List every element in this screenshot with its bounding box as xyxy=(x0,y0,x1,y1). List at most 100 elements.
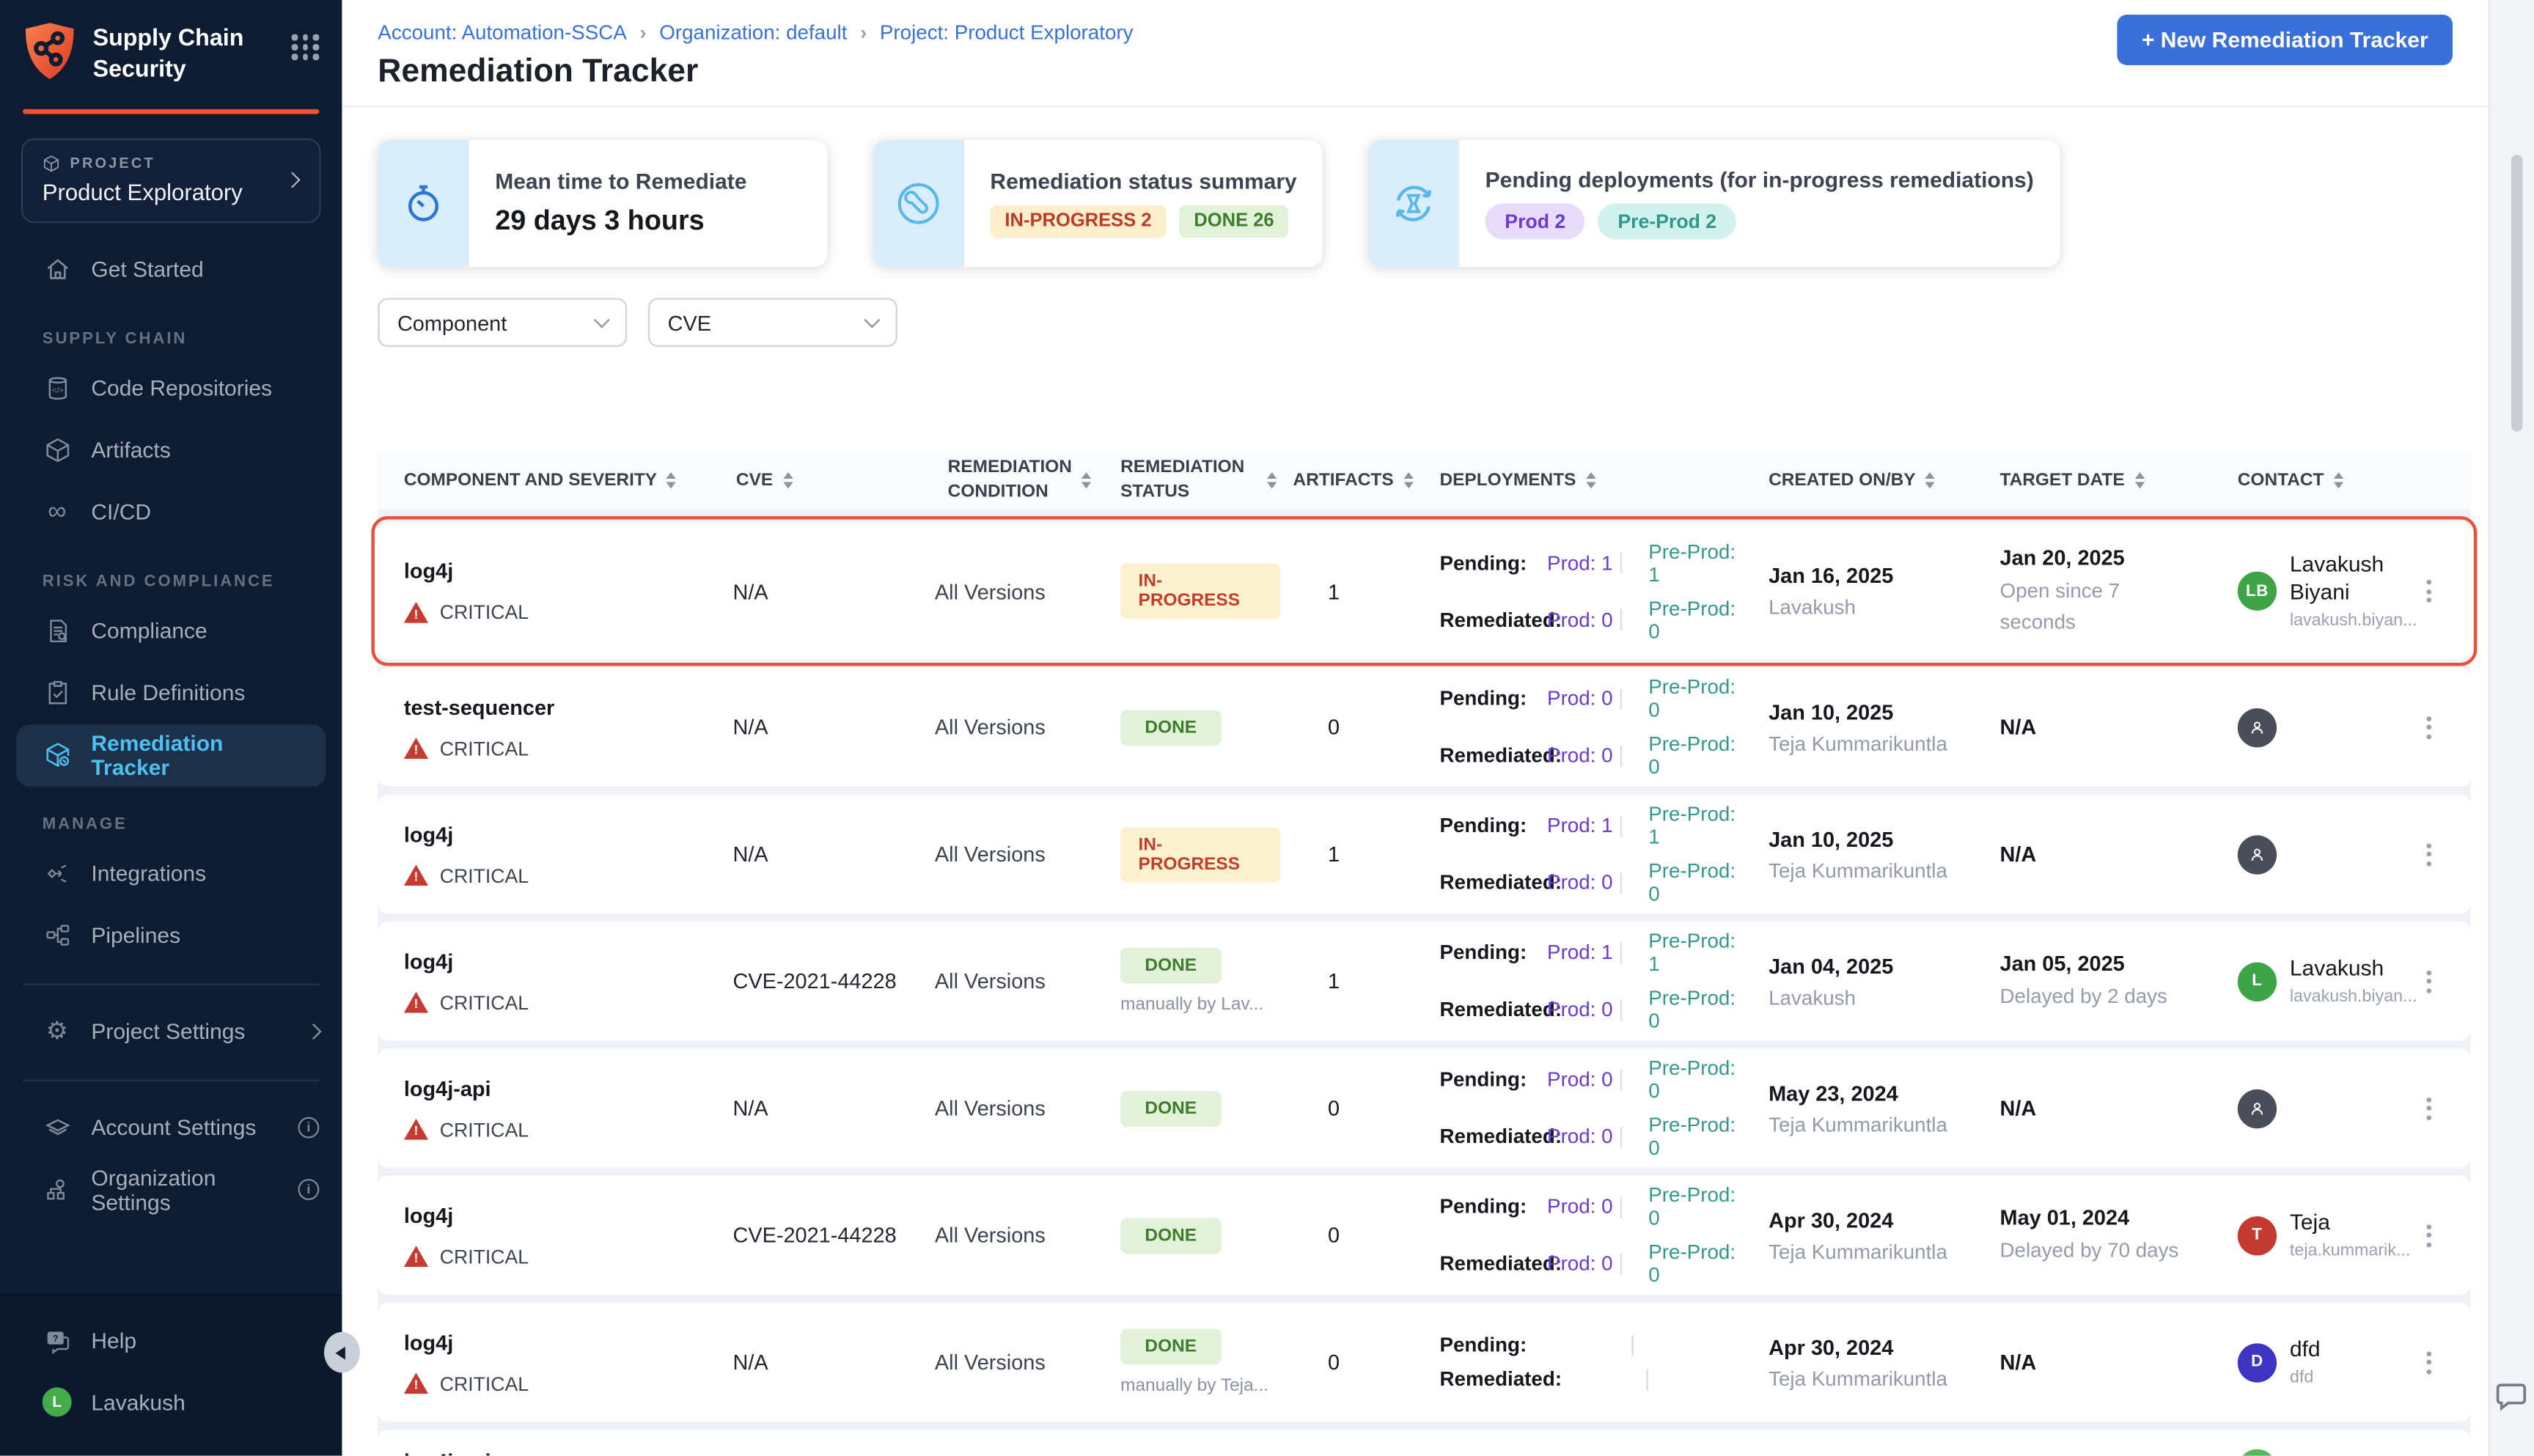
target-date: May 01, 2024 xyxy=(1999,1205,2130,1229)
column-header-target-date[interactable]: TARGET DATE xyxy=(1980,468,2211,493)
sort-icon[interactable] xyxy=(2333,472,2344,489)
created-date: Jan 10, 2025 xyxy=(1769,826,1894,851)
cve-filter-select[interactable]: CVE xyxy=(647,298,897,348)
new-remediation-tracker-button[interactable]: + New Remediation Tracker xyxy=(2117,14,2453,65)
pipelines-icon xyxy=(43,921,72,950)
severity-label: CRITICAL xyxy=(439,737,529,760)
sort-icon[interactable] xyxy=(666,472,677,489)
sidebar-item-artifacts[interactable]: Artifacts xyxy=(0,419,342,481)
sidebar-item-remediation-tracker[interactable]: Remediation Tracker xyxy=(16,724,326,787)
row-menu-button[interactable] xyxy=(2412,668,2457,787)
column-header-created[interactable]: CREATED ON/BY xyxy=(1752,468,1980,493)
breadcrumb-organization[interactable]: Organization: default xyxy=(659,21,848,44)
contact-cell: T Teja teja.kummarik... xyxy=(2211,1210,2412,1260)
row-menu-button[interactable] xyxy=(2412,1176,2457,1295)
infinity-icon xyxy=(43,498,72,527)
sort-icon[interactable] xyxy=(1403,472,1414,489)
table-row[interactable]: test-sequencer CRITICAL N/A All Versions… xyxy=(378,667,2471,787)
column-header-contact[interactable]: CONTACT xyxy=(2211,468,2412,493)
severity-label: CRITICAL xyxy=(439,1372,529,1395)
sidebar-item-label: Account Settings xyxy=(91,1115,257,1141)
target-date: N/A xyxy=(1999,842,2037,867)
in-progress-badge: IN-PROGRESS 2 xyxy=(990,205,1167,238)
row-menu-button[interactable] xyxy=(2412,523,2457,660)
sort-icon[interactable] xyxy=(782,472,793,489)
deployments-cell: Pending: Prod: 0 Pre-Prod: 0 Remediated: Pr… xyxy=(1439,675,1736,779)
app-title: Supply Chain Security xyxy=(92,26,244,83)
sort-icon[interactable] xyxy=(1585,472,1596,489)
component-filter-select[interactable]: Component xyxy=(378,298,628,348)
page-title: Remediation Tracker xyxy=(378,54,699,90)
created-by: Teja Kummarikuntla xyxy=(1769,1367,1947,1390)
sidebar-item-rule-definitions[interactable]: Rule Definitions xyxy=(0,662,342,724)
sidebar-item-pipelines[interactable]: Pipelines xyxy=(0,905,342,966)
created-date: Apr 30, 2024 xyxy=(1769,1334,1894,1359)
target-note: Open since 7 seconds xyxy=(1999,580,2120,633)
contact-email: teja.kummarik... xyxy=(2289,1240,2411,1260)
sidebar-item-get-started[interactable]: Get Started xyxy=(0,239,342,301)
table-row[interactable]: log4j CRITICAL N/A All Versions IN-PROGR… xyxy=(378,794,2471,914)
table-row[interactable]: log4j CRITICAL N/A All Versions IN-PROGR… xyxy=(371,516,2478,666)
sidebar-item-organization-settings[interactable]: Organization Settings xyxy=(0,1159,342,1221)
status-badge: DONE xyxy=(1120,709,1222,746)
critical-icon xyxy=(403,1118,429,1140)
sidebar-collapse-handle[interactable] xyxy=(323,1331,360,1373)
column-header-deployments[interactable]: DEPLOYMENTS xyxy=(1398,468,1752,493)
severity-label: CRITICAL xyxy=(439,864,529,887)
created-date: Jan 16, 2025 xyxy=(1769,563,1894,588)
sidebar-item-user[interactable]: L Lavakush xyxy=(0,1371,342,1433)
sort-icon[interactable] xyxy=(1925,472,1936,489)
table-row[interactable]: log4j CRITICAL N/A All Versions DONE manu… xyxy=(378,1302,2471,1422)
component-name: test-sequencer xyxy=(403,694,555,719)
sidebar-item-integrations[interactable]: Integrations xyxy=(0,843,342,905)
mean-time-card: Mean time to Remediate 29 days 3 hours xyxy=(378,140,828,268)
component-name: log4j xyxy=(403,1329,454,1354)
contact-name: Teja xyxy=(2289,1210,2330,1235)
column-header-remediation-condition[interactable]: REMEDIATION CONDITION xyxy=(925,456,1104,504)
breadcrumb-project[interactable]: Project: Product Exploratory xyxy=(879,21,1134,44)
breadcrumb-account[interactable]: Account: Automation-SSCA xyxy=(378,21,627,44)
vertical-scrollbar[interactable] xyxy=(2511,155,2523,432)
contact-name: dfd xyxy=(2289,1336,2321,1361)
sort-icon[interactable] xyxy=(1267,472,1277,489)
table-row[interactable]: log4j CRITICAL CVE-2021-44228 All Versio… xyxy=(378,922,2471,1041)
info-icon[interactable] xyxy=(298,1179,320,1201)
status-note: manually by Lav... xyxy=(1120,995,1264,1015)
feedback-chat-icon[interactable] xyxy=(2494,1378,2530,1413)
sidebar-item-label: Pipelines xyxy=(91,923,181,949)
contact-email: dfd xyxy=(2289,1367,2314,1388)
artifacts-count: 1 xyxy=(1328,842,1340,867)
status-note: manually by Teja... xyxy=(1120,1375,1269,1396)
table-row[interactable]: log4j-api Harness xyxy=(378,1430,2471,1456)
row-menu-button[interactable] xyxy=(2412,795,2457,913)
sidebar-item-compliance[interactable]: Compliance xyxy=(0,600,342,662)
column-header-cve[interactable]: CVE xyxy=(727,468,925,493)
sidebar-item-project-settings[interactable]: Project Settings xyxy=(0,1001,342,1062)
section-manage: MANAGE xyxy=(42,815,128,834)
sort-icon[interactable] xyxy=(1081,472,1092,489)
contact-cell: Harness xyxy=(2211,1449,2412,1456)
svg-text:</>: </> xyxy=(51,386,63,395)
created-by: Teja Kummarikuntla xyxy=(1769,858,1947,882)
table-row[interactable]: log4j CRITICAL CVE-2021-44228 All Versio… xyxy=(378,1175,2471,1295)
sidebar-item-account-settings[interactable]: Account Settings xyxy=(0,1097,342,1158)
column-header-remediation-status[interactable]: REMEDIATION STATUS xyxy=(1104,456,1293,504)
row-menu-button[interactable] xyxy=(2412,1048,2457,1167)
sidebar-item-code-repositories[interactable]: </> Code Repositories xyxy=(0,358,342,419)
sidebar-item-cicd[interactable]: CI/CD xyxy=(0,482,342,543)
table-row[interactable]: log4j-api CRITICAL N/A All Versions DONE… xyxy=(378,1048,2471,1168)
module-grid-icon[interactable] xyxy=(291,34,320,60)
sort-icon[interactable] xyxy=(2134,472,2145,489)
critical-icon xyxy=(403,1372,429,1394)
column-header-component[interactable]: COMPONENT AND SEVERITY xyxy=(404,468,727,493)
cve-value: N/A xyxy=(732,578,768,603)
created-by: Teja Kummarikuntla xyxy=(1769,732,1947,755)
row-menu-button[interactable] xyxy=(2412,1303,2457,1422)
sidebar-item-help[interactable]: ? Help xyxy=(0,1309,342,1371)
created-by: Teja Kummarikuntla xyxy=(1769,1240,1947,1263)
column-header-artifacts[interactable]: ARTIFACTS xyxy=(1293,468,1414,493)
info-icon[interactable] xyxy=(298,1117,320,1139)
sidebar-item-label: Help xyxy=(91,1328,137,1353)
row-menu-button[interactable] xyxy=(2412,922,2457,1040)
project-selector[interactable]: PROJECT Product Exploratory xyxy=(21,138,321,223)
